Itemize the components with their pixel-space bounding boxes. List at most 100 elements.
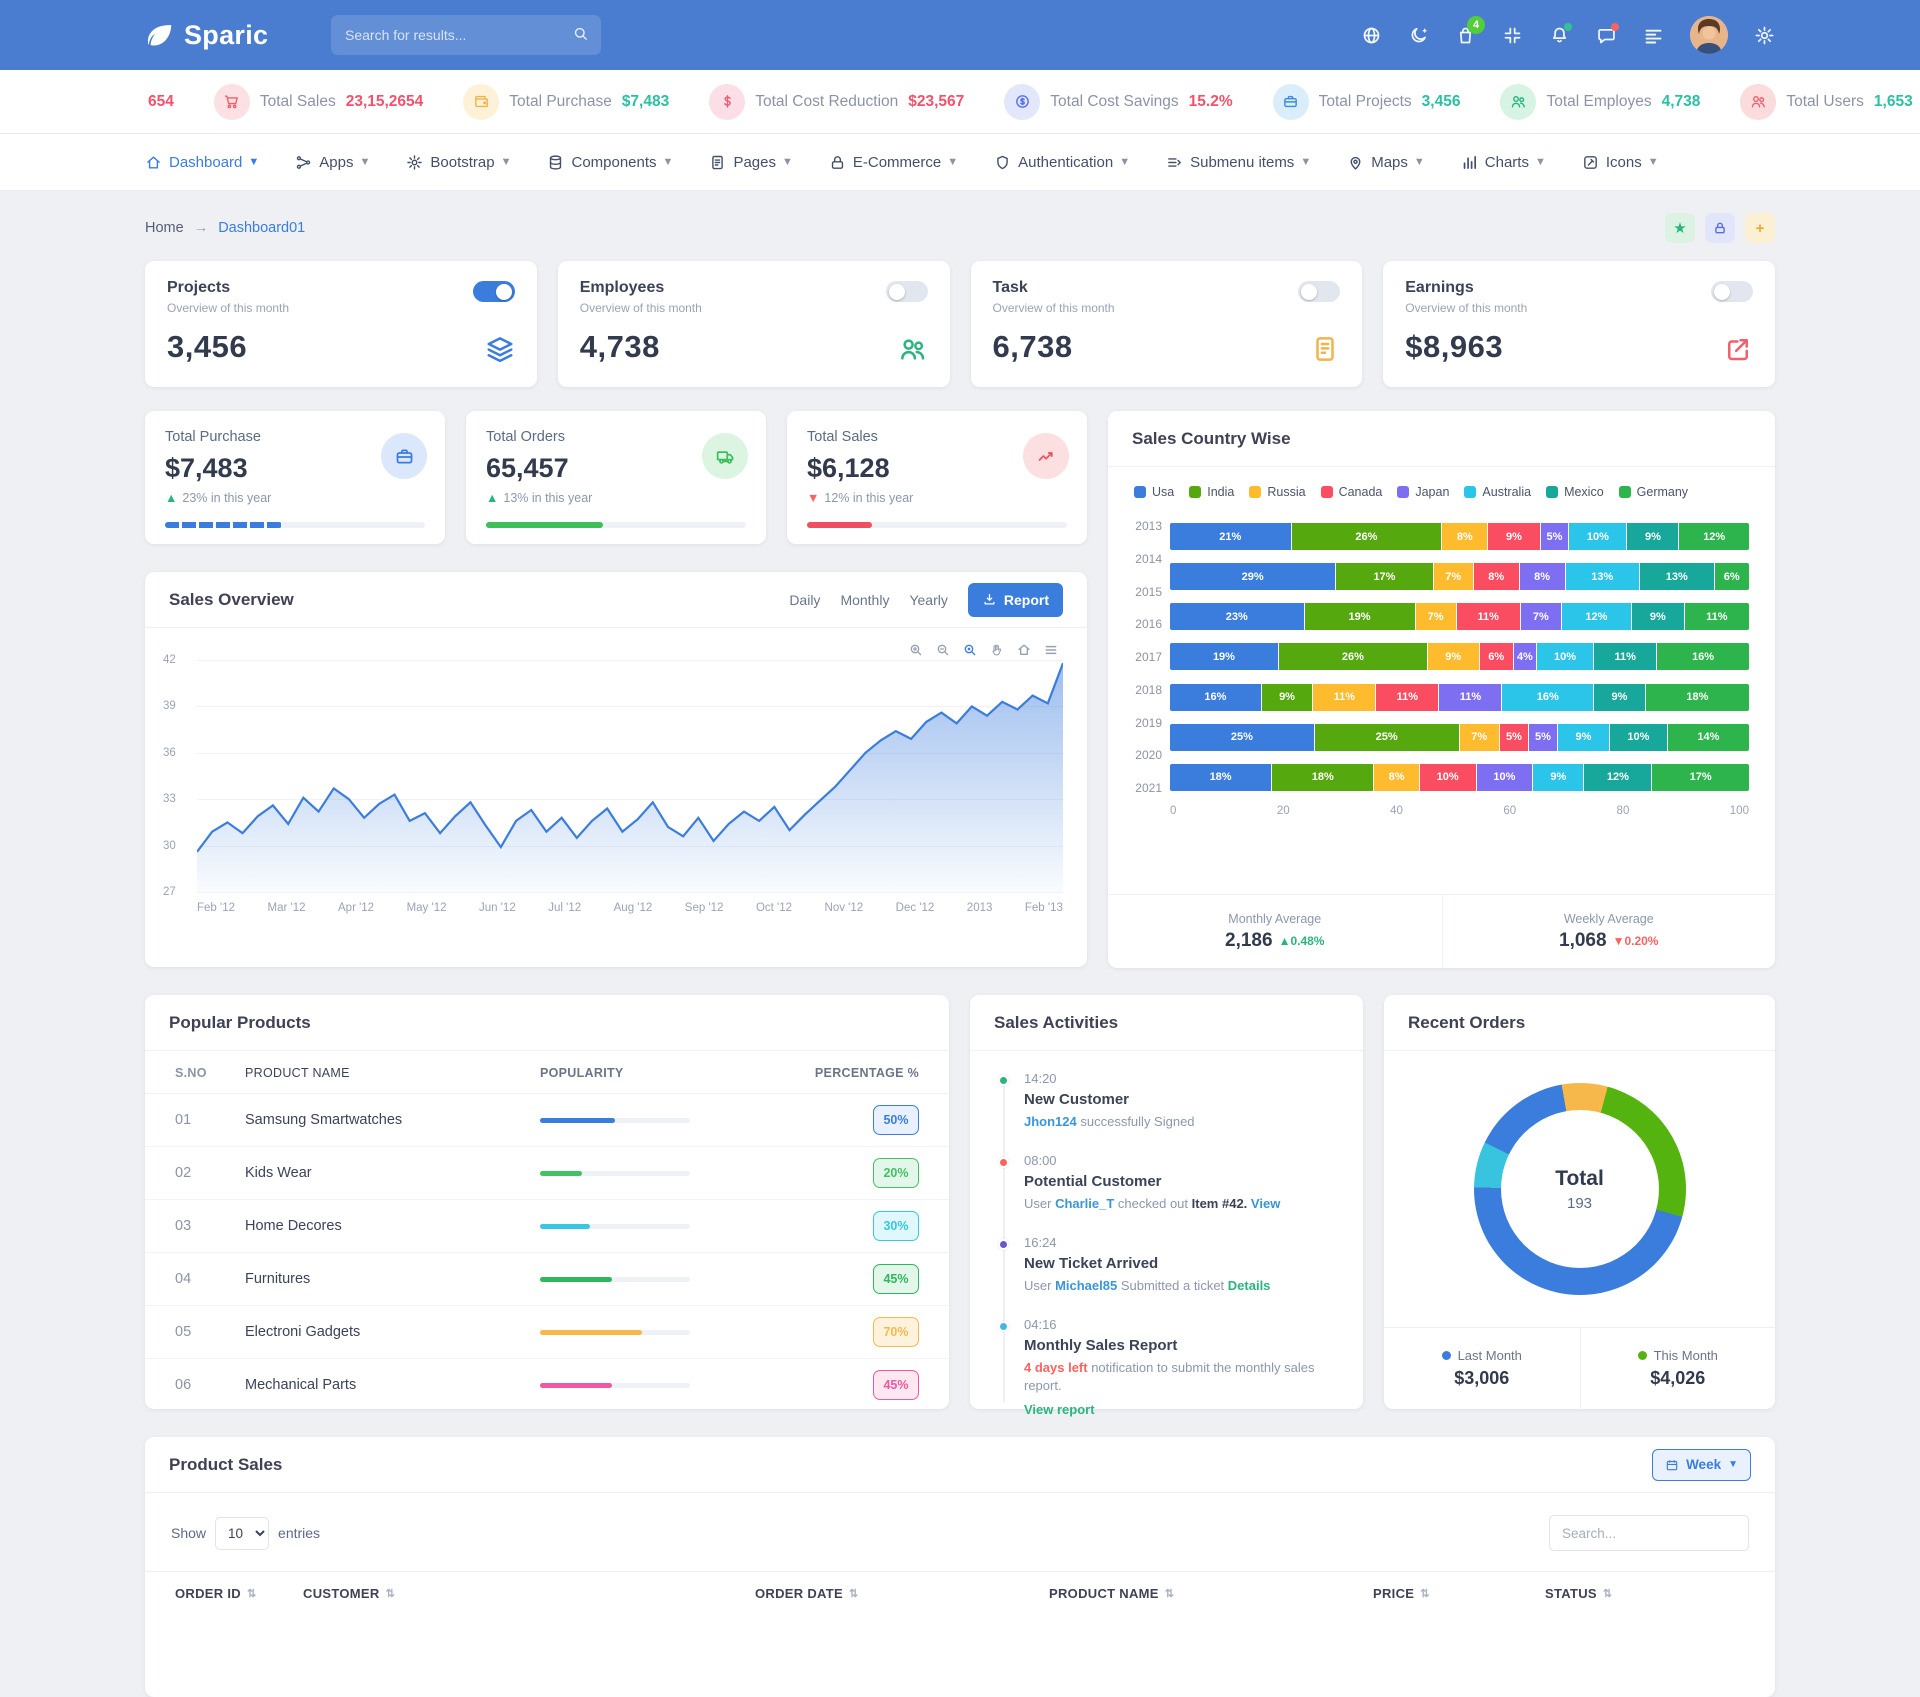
bar-segment-usa[interactable]: 25% bbox=[1170, 723, 1315, 751]
bar-segment-mexico[interactable]: 12% bbox=[1584, 763, 1653, 791]
breadcrumb-home[interactable]: Home bbox=[145, 220, 184, 236]
breadcrumb-current[interactable]: Dashboard01 bbox=[218, 220, 306, 236]
nav-item-maps[interactable]: Maps ▼ bbox=[1347, 154, 1425, 171]
legend-item-india[interactable]: India bbox=[1189, 485, 1234, 499]
nav-item-apps[interactable]: Apps ▼ bbox=[295, 154, 370, 171]
table-search-input[interactable] bbox=[1549, 1515, 1749, 1551]
legend-item-japan[interactable]: Japan bbox=[1397, 485, 1449, 499]
bar-segment-australia[interactable]: 10% bbox=[1536, 643, 1595, 671]
bar-segment-australia[interactable]: 9% bbox=[1557, 723, 1610, 751]
bar-segment-russia[interactable]: 7% bbox=[1433, 563, 1474, 591]
globe-icon[interactable] bbox=[1361, 25, 1382, 46]
activity-link-text[interactable]: Jhon124 bbox=[1024, 1114, 1077, 1129]
legend-item-mexico[interactable]: Mexico bbox=[1546, 485, 1604, 499]
activity-green-text[interactable]: Details bbox=[1227, 1277, 1271, 1293]
bar-segment-usa[interactable]: 29% bbox=[1170, 563, 1337, 591]
bar-segment-australia[interactable]: 16% bbox=[1502, 683, 1595, 711]
bar-segment-india[interactable]: 9% bbox=[1261, 683, 1314, 711]
legend-item-australia[interactable]: Australia bbox=[1464, 485, 1531, 499]
nav-item-icons[interactable]: Icons ▼ bbox=[1582, 154, 1659, 171]
bar-segment-japan[interactable]: 8% bbox=[1519, 563, 1566, 591]
bar-segment-germany[interactable]: 18% bbox=[1645, 683, 1749, 711]
shopping-bag-icon[interactable]: 4 bbox=[1455, 15, 1485, 46]
bar-segment-russia[interactable]: 11% bbox=[1313, 683, 1377, 711]
column-header[interactable]: PERCENTAGE % bbox=[790, 1051, 949, 1094]
column-header[interactable]: POPULARITY bbox=[540, 1051, 790, 1094]
bar-segment-japan[interactable]: 10% bbox=[1476, 763, 1534, 791]
bar-segment-russia[interactable]: 9% bbox=[1427, 643, 1480, 671]
bar-segment-australia[interactable]: 12% bbox=[1561, 603, 1632, 631]
activity-link-text[interactable]: Michael85 bbox=[1055, 1277, 1118, 1293]
bar-segment-canada[interactable]: 11% bbox=[1456, 603, 1521, 631]
bar-segment-canada[interactable]: 6% bbox=[1479, 643, 1514, 671]
selection-zoom-icon[interactable] bbox=[962, 642, 978, 658]
bar-segment-india[interactable]: 26% bbox=[1278, 643, 1428, 671]
tab-monthly[interactable]: Monthly bbox=[840, 591, 890, 608]
nav-item-charts[interactable]: Charts ▼ bbox=[1461, 154, 1546, 171]
bar-segment-germany[interactable]: 16% bbox=[1657, 643, 1749, 671]
bar-segment-india[interactable]: 19% bbox=[1304, 603, 1416, 631]
fullscreen-icon[interactable] bbox=[1502, 25, 1523, 46]
bar-segment-russia[interactable]: 7% bbox=[1415, 603, 1457, 631]
nav-item-submenu-items[interactable]: Submenu items ▼ bbox=[1166, 154, 1311, 171]
column-header[interactable]: S.NO bbox=[145, 1051, 245, 1094]
bar-segment-canada[interactable]: 5% bbox=[1500, 723, 1529, 751]
bar-segment-canada[interactable]: 11% bbox=[1376, 683, 1440, 711]
product-row[interactable]: 04 Furnitures 45% bbox=[145, 1252, 949, 1306]
bar-segment-japan[interactable]: 5% bbox=[1540, 523, 1570, 550]
legend-item-usa[interactable]: Usa bbox=[1134, 485, 1174, 499]
activity-green-text[interactable]: View report bbox=[1024, 1402, 1095, 1418]
legend-item-russia[interactable]: Russia bbox=[1249, 485, 1306, 499]
settings-gear-icon[interactable] bbox=[1754, 25, 1775, 46]
nav-item-bootstrap[interactable]: Bootstrap ▼ bbox=[406, 154, 511, 171]
bar-segment-usa[interactable]: 21% bbox=[1170, 523, 1292, 550]
bar-segment-usa[interactable]: 18% bbox=[1170, 763, 1273, 791]
bar-segment-australia[interactable]: 13% bbox=[1565, 563, 1641, 591]
bar-segment-australia[interactable]: 9% bbox=[1533, 763, 1585, 791]
notifications-icon[interactable] bbox=[1549, 22, 1572, 46]
legend-item-canada[interactable]: Canada bbox=[1320, 485, 1382, 499]
bar-segment-india[interactable]: 25% bbox=[1314, 723, 1460, 751]
nav-item-dashboard[interactable]: Dashboard ▼ bbox=[145, 154, 259, 171]
card-toggle[interactable] bbox=[885, 281, 928, 302]
bar-segment-japan[interactable]: 5% bbox=[1528, 723, 1558, 751]
dark-mode-icon[interactable] bbox=[1408, 25, 1429, 46]
product-row[interactable]: 01 Samsung Smartwatches 50% bbox=[145, 1093, 949, 1147]
user-avatar[interactable] bbox=[1690, 16, 1728, 54]
bar-segment-japan[interactable]: 4% bbox=[1513, 643, 1537, 671]
bar-segment-japan[interactable]: 7% bbox=[1520, 603, 1562, 631]
activity-link-text[interactable]: View bbox=[1250, 1195, 1281, 1211]
bar-segment-russia[interactable]: 7% bbox=[1459, 723, 1501, 751]
bar-segment-mexico[interactable]: 11% bbox=[1594, 643, 1658, 671]
lock-button[interactable] bbox=[1705, 213, 1735, 243]
tab-daily[interactable]: Daily bbox=[789, 591, 821, 608]
card-toggle[interactable] bbox=[1711, 281, 1753, 302]
bar-segment-usa[interactable]: 16% bbox=[1170, 683, 1262, 711]
legend-item-germany[interactable]: Germany bbox=[1618, 485, 1688, 499]
search-icon[interactable] bbox=[572, 25, 589, 45]
bar-segment-india[interactable]: 17% bbox=[1336, 563, 1434, 591]
bar-segment-australia[interactable]: 10% bbox=[1569, 523, 1628, 550]
bar-segment-mexico[interactable]: 9% bbox=[1631, 603, 1685, 631]
bar-segment-germany[interactable]: 6% bbox=[1714, 563, 1749, 591]
messages-icon[interactable] bbox=[1596, 22, 1619, 46]
reset-zoom-icon[interactable] bbox=[1016, 642, 1032, 658]
product-row[interactable]: 05 Electroni Gadgets 70% bbox=[145, 1305, 949, 1359]
nav-item-authentication[interactable]: Authentication ▼ bbox=[994, 154, 1130, 171]
bar-segment-india[interactable]: 26% bbox=[1291, 523, 1443, 550]
brand-logo[interactable]: Sparic bbox=[145, 20, 295, 51]
bar-segment-germany[interactable]: 12% bbox=[1679, 523, 1749, 550]
product-row[interactable]: 02 Kids Wear 20% bbox=[145, 1146, 949, 1200]
bar-segment-mexico[interactable]: 9% bbox=[1627, 523, 1680, 550]
search-input[interactable] bbox=[331, 15, 601, 55]
nav-item-pages[interactable]: Pages ▼ bbox=[709, 154, 793, 171]
area-chart-plot[interactable]: 42 39 36 33 30 27 bbox=[163, 654, 1063, 898]
bar-segment-usa[interactable]: 23% bbox=[1170, 603, 1305, 631]
bar-segment-germany[interactable]: 14% bbox=[1667, 723, 1749, 751]
bar-segment-russia[interactable]: 8% bbox=[1374, 763, 1420, 791]
product-row[interactable]: 06 Mechanical Parts 45% bbox=[145, 1359, 949, 1412]
sidebar-toggle-icon[interactable] bbox=[1643, 25, 1664, 46]
nav-item-components[interactable]: Components ▼ bbox=[547, 154, 673, 171]
zoom-out-icon[interactable] bbox=[935, 642, 951, 658]
favorite-star-button[interactable]: ★ bbox=[1665, 213, 1695, 243]
